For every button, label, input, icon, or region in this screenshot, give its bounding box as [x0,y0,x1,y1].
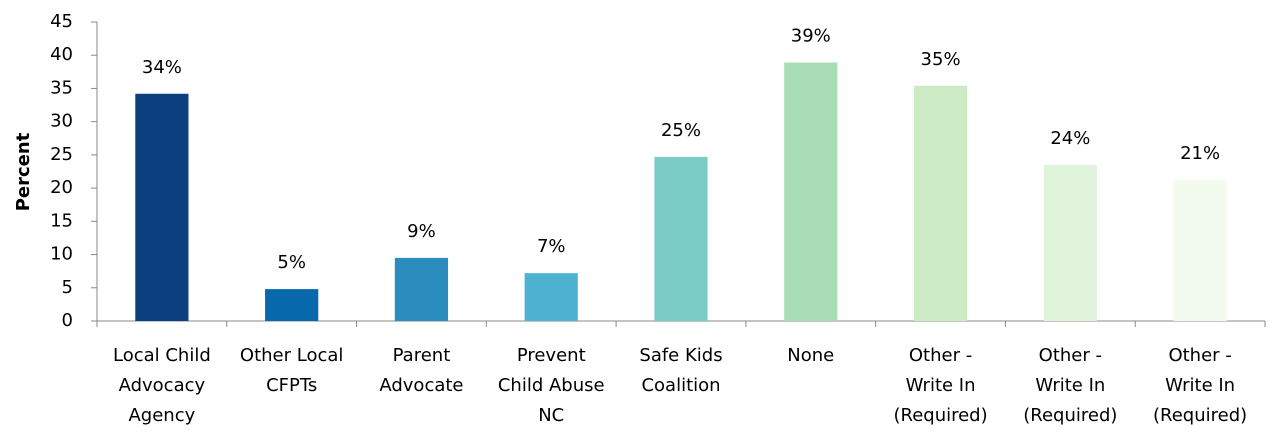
y-tick-label: 35 [50,77,73,98]
x-tick-label-line: Other Local [240,345,343,366]
x-tick-label-line: (Required) [1153,405,1247,426]
y-tick-label: 15 [50,210,73,231]
x-tick-label-line: Agency [128,405,195,426]
x-tick-label: Other - Write In (Required) [1023,345,1117,426]
x-tick-label: Other - Write In (Required) [1153,345,1247,426]
x-tick-label-line: (Required) [893,405,987,426]
x-tick-label-line: Parent [393,345,451,366]
x-tick-label-line: Local Child [113,345,211,366]
value-label: 9% [407,221,436,242]
x-tick-label: Other Local CFPTs [240,345,343,396]
value-label: 35% [921,49,961,70]
y-tick-label: 45 [50,11,73,32]
x-tick-label-line: Other - [909,345,972,366]
bar [394,257,449,321]
x-tick-label: Parent Advocate [379,345,463,396]
bar [524,273,578,321]
value-label: 34% [142,57,182,78]
x-tick-label-line: Write In [1035,375,1105,396]
value-label: 5% [277,252,306,273]
x-tick-label: Prevent Child Abuse NC [498,345,605,426]
x-tick-label-line: Advocacy [119,375,206,396]
y-tick-label: 20 [50,177,73,198]
y-tick-label: 40 [50,44,73,65]
x-tick-label-line: Prevent [517,345,586,366]
x-tick-label-line: (Required) [1023,405,1117,426]
x-tick-label-line: Child Abuse [498,375,605,396]
x-tick-label-line: NC [538,405,564,426]
x-tick-label: Other - Write In (Required) [893,345,987,426]
x-tick-label-line: Write In [906,375,976,396]
y-tick-label: 5 [62,277,73,298]
bar [913,85,968,321]
bar [1173,180,1227,321]
bar [654,156,708,321]
value-label: 39% [791,26,831,47]
bar [265,289,319,321]
y-tick-label: 25 [50,144,73,165]
x-tick-label-line: None [787,345,834,366]
x-tick-label-line: Other - [1039,345,1102,366]
x-tick-label-line: Coalition [641,375,720,396]
x-tick-label: Safe Kids Coalition [639,345,722,396]
value-label: 21% [1180,143,1220,164]
bar [1043,164,1097,321]
x-tick-label-line: Write In [1165,375,1235,396]
value-label: 24% [1050,128,1090,149]
y-tick-label: 10 [50,244,73,265]
x-tick-label-line: CFPTs [266,375,317,396]
x-tick-label: None [787,345,834,366]
y-tick-label: 30 [50,111,73,132]
x-tick-label: Local Child Advocacy Agency [113,345,211,426]
x-tick-label-line: Advocate [379,375,463,396]
x-tick-label-line: Safe Kids [639,345,722,366]
value-label: 25% [661,120,701,141]
bar [784,62,838,321]
value-label: 7% [537,236,566,257]
bar [135,93,189,321]
y-tick-label: 0 [62,310,73,331]
x-tick-label-line: Other - [1168,345,1231,366]
y-axis-label: Percent [13,132,34,211]
